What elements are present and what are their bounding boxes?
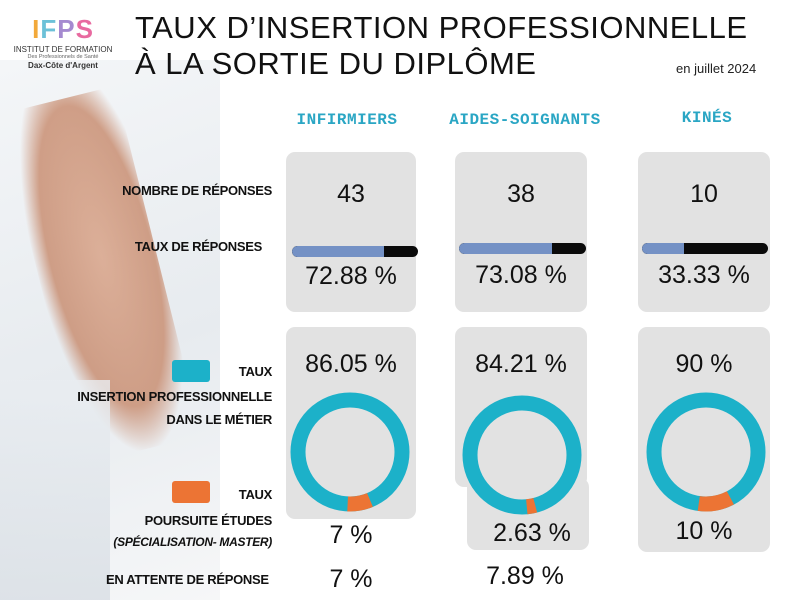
nb-reponses-kines: 10 xyxy=(690,180,718,208)
donut-segment-poursuite xyxy=(462,395,582,515)
label-attente: EN ATTENTE DE RÉPONSE xyxy=(106,572,269,587)
legend-poursuite-swatch xyxy=(172,481,210,503)
donut-aides-soignants xyxy=(462,395,582,515)
bar-fill-infirmiers xyxy=(292,246,384,257)
panel-kines-reponses xyxy=(638,152,770,312)
taux-reponses-aides-soignants: 73.08 % xyxy=(475,261,567,289)
legend-insertion-swatch xyxy=(172,360,210,382)
bar-taux-reponses-infirmiers xyxy=(292,246,418,257)
label-insertion-taux: TAUX xyxy=(238,364,273,379)
logo-line-1: INSTITUT DE FORMATION xyxy=(13,45,113,54)
label-taux-reponses: TAUX DE RÉPONSES xyxy=(134,239,262,254)
panel-infirmiers-reponses xyxy=(286,152,416,312)
label-poursuite-line3: (SPÉCIALISATION- MASTER) xyxy=(113,535,272,549)
title-line-1: TAUX D’INSERTION PROFESSIONNELLE xyxy=(135,10,748,45)
label-insertion-line3: DANS LE MÉTIER xyxy=(166,412,272,427)
label-poursuite-line2: POURSUITE ÉTUDES xyxy=(144,513,273,528)
column-heading-kines: KINÉS xyxy=(681,109,733,127)
logo-line-2: Des Professionnels de Santé xyxy=(27,54,99,60)
bar-fill-kines xyxy=(642,243,684,254)
panel-aides-soignants-reponses xyxy=(455,152,587,312)
attente-aides-soignants: 7.89 % xyxy=(486,562,564,590)
donut-ring-insertion xyxy=(646,392,766,512)
logo-mark: IFPS xyxy=(8,14,118,45)
logo-letter: S xyxy=(75,14,94,44)
insertion-infirmiers: 86.05 % xyxy=(305,350,397,378)
logo-letter: F xyxy=(40,14,58,44)
logo-letter: I xyxy=(32,14,41,44)
column-heading-infirmiers: INFIRMIERS xyxy=(296,111,398,129)
attente-infirmiers: 7 % xyxy=(329,565,373,593)
sleeve-image xyxy=(0,380,110,600)
bar-taux-reponses-kines xyxy=(642,243,768,254)
date-subtitle: en juillet 2024 xyxy=(676,61,757,76)
insertion-kines: 90 % xyxy=(675,350,733,378)
label-insertion-line2: INSERTION PROFESSIONNELLE xyxy=(77,389,272,404)
nb-reponses-aides-soignants: 38 xyxy=(507,180,535,208)
column-heading-aides-soignants: AIDES-SOIGNANTS xyxy=(449,111,601,129)
bar-fill-aides-soignants xyxy=(459,243,552,254)
donut-infirmiers xyxy=(290,392,410,512)
page-title: TAUX D’INSERTION PROFESSIONNELLE À LA SO… xyxy=(135,10,748,82)
label-poursuite-taux: TAUX xyxy=(238,487,273,502)
nb-reponses-infirmiers: 43 xyxy=(337,180,365,208)
insertion-aides-soignants: 84.21 % xyxy=(475,350,567,378)
bar-taux-reponses-aides-soignants xyxy=(459,243,586,254)
label-nombre-reponses: NOMBRE DE RÉPONSES xyxy=(122,183,272,198)
taux-reponses-infirmiers: 72.88 % xyxy=(305,262,397,290)
donut-ring-insertion xyxy=(290,392,410,512)
poursuite-infirmiers: 7 % xyxy=(329,521,373,549)
ifps-logo: IFPS INSTITUT DE FORMATION Des Professio… xyxy=(8,14,118,71)
taux-reponses-kines: 33.33 % xyxy=(658,261,750,289)
poursuite-aides-soignants: 2.63 % xyxy=(493,519,571,547)
donut-kines xyxy=(646,392,766,512)
logo-line-3: Dax-Côte d'Argent xyxy=(28,61,98,70)
poursuite-kines: 10 % xyxy=(675,517,733,545)
donut-ring-insertion xyxy=(462,395,582,515)
logo-letter: P xyxy=(57,14,76,44)
title-line-2: À LA SORTIE DU DIPLÔME xyxy=(135,46,537,81)
